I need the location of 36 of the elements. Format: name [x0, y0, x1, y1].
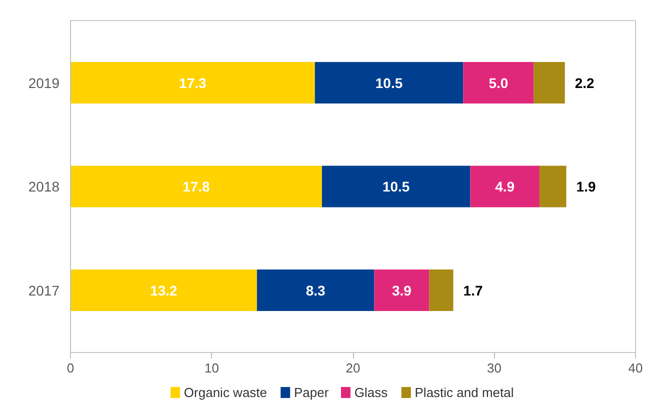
legend-label: Paper	[294, 385, 330, 400]
bar	[534, 62, 565, 104]
data-label: 13.2	[150, 282, 178, 298]
data-label: 17.8	[182, 178, 210, 194]
legend-label: Glass	[354, 385, 388, 400]
data-label: 10.5	[382, 178, 410, 194]
legend-label: Organic waste	[184, 385, 268, 400]
data-label: 10.5	[375, 74, 403, 91]
x-tick-label: 0	[66, 360, 74, 376]
x-tick-label: 20	[346, 360, 360, 376]
bar	[463, 62, 534, 104]
y-tick-label: 2018	[28, 178, 60, 194]
bar	[322, 166, 470, 208]
data-label: 5.0	[488, 74, 508, 91]
bar	[70, 270, 257, 311]
bar	[429, 270, 454, 311]
x-tick-label: 30	[487, 360, 502, 376]
bar	[70, 166, 322, 208]
legend-label: Plastic and metal	[414, 385, 514, 400]
x-tick-label: 40	[628, 360, 643, 376]
x-tick-label: 10	[204, 360, 219, 376]
data-label: 1.9	[576, 178, 596, 194]
bar	[256, 270, 374, 311]
y-tick-label: 2017	[28, 282, 60, 298]
bar	[470, 166, 540, 208]
bar	[70, 62, 315, 104]
bar	[374, 270, 430, 311]
bar	[539, 166, 566, 208]
bar	[314, 62, 464, 104]
data-label: 17.3	[179, 74, 207, 91]
data-label: 1.7	[463, 282, 483, 298]
data-label: 3.9	[392, 282, 412, 298]
y-tick-label: 2019	[28, 74, 60, 91]
data-label: 4.9	[495, 178, 515, 194]
data-label: 8.3	[306, 282, 326, 298]
data-label: 2.2	[574, 74, 595, 91]
